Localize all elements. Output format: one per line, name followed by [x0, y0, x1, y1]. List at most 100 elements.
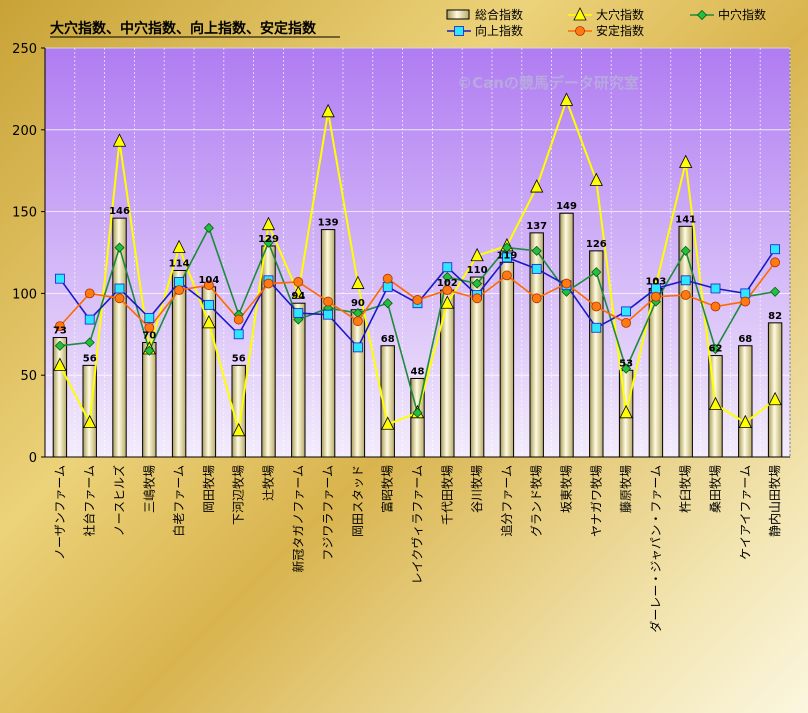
- bar-data-label: 70: [142, 330, 156, 341]
- y-tick-label: 50: [20, 369, 37, 384]
- series-3-point: [531, 263, 542, 274]
- bar-data-label: 56: [232, 353, 246, 364]
- series-4-point: [293, 277, 304, 287]
- bar-15: [469, 276, 485, 458]
- series-2-point: [442, 271, 453, 283]
- series-3-point: [203, 299, 214, 310]
- series-4-point: [233, 314, 244, 325]
- bar-data-label: 119: [496, 250, 517, 261]
- x-tick-label: 社台ファーム: [82, 465, 97, 537]
- series-2-point: [531, 245, 542, 256]
- bar-data-label: 149: [556, 201, 577, 212]
- bar-data-label: 62: [709, 344, 723, 355]
- bar-data-label: 137: [526, 221, 547, 232]
- series-4-point: [352, 316, 363, 327]
- x-tick-label: 谷川牧場: [470, 465, 484, 513]
- series-1-point: [738, 414, 752, 429]
- series-3-point: [770, 244, 780, 255]
- series-1-point: [261, 216, 276, 231]
- bar-data-label: 94: [291, 291, 305, 302]
- bar-10: [320, 229, 336, 458]
- series-3-point: [501, 252, 512, 263]
- series-3-point: [382, 281, 393, 292]
- x-tick-label: 辻牧場: [262, 465, 276, 501]
- bar-data-label: 126: [586, 239, 607, 250]
- legend-marker: [696, 9, 708, 21]
- series-3-point: [740, 288, 751, 299]
- series-3-point: [144, 313, 155, 323]
- bar-data-label: 56: [83, 353, 97, 364]
- series-2-point: [114, 242, 125, 253]
- legend-label: 大穴指数: [596, 7, 644, 22]
- x-tick-label: 坂東牧場: [560, 465, 574, 513]
- x-tick-label: レイクヴィラファーム: [410, 465, 425, 584]
- bar-16: [499, 261, 515, 458]
- legend-label: 向上指数: [475, 23, 523, 38]
- bar-data-label: 114: [169, 258, 190, 269]
- bar-data-label: 139: [318, 218, 339, 229]
- x-tick-label: ヤナガワ牧場: [589, 465, 603, 537]
- x-tick-label: ダーレー・ジャパン・ファーム: [648, 465, 663, 633]
- series-2-point: [770, 286, 781, 297]
- x-tick-label: フジワラファーム: [321, 465, 335, 561]
- series-1-point: [291, 285, 305, 299]
- series-3-point: [591, 322, 602, 333]
- x-tick-label: 三嶋牧場: [142, 465, 156, 513]
- series-4-point: [621, 317, 631, 328]
- bar-14: [440, 289, 455, 458]
- series-1-point: [708, 396, 723, 411]
- series-1-point: [202, 314, 216, 329]
- series-1-point: [589, 172, 603, 186]
- series-4-point: [770, 257, 780, 268]
- series-2-point: [621, 363, 632, 374]
- bar-3: [112, 217, 127, 458]
- series-2-point: [412, 407, 423, 418]
- x-tick-label: 静内山田牧場: [768, 465, 782, 537]
- series-4-point: [144, 322, 155, 333]
- bar-data-label: 146: [109, 206, 130, 217]
- y-tick-label: 100: [12, 287, 37, 302]
- series-3-point: [442, 262, 453, 273]
- bar-data-label: 103: [645, 276, 666, 287]
- series-4-point: [651, 291, 661, 302]
- bar-data-label: 129: [258, 234, 279, 245]
- series-1-point: [232, 422, 246, 437]
- x-tick-label: ケイアイファーム: [738, 465, 752, 560]
- series-4-point: [55, 321, 65, 332]
- series-1-point: [83, 414, 97, 429]
- series-4-point: [412, 295, 423, 305]
- series-3-point: [55, 273, 65, 284]
- legend-swatch: [446, 9, 470, 20]
- series-2-point: [144, 345, 155, 356]
- x-tick-label: ノースヒルズ: [112, 465, 127, 536]
- series-2-point: [472, 278, 483, 289]
- series-4-point: [561, 278, 572, 289]
- series-1-point: [679, 154, 693, 168]
- series-1-point: [112, 133, 127, 147]
- y-tick-label: 250: [12, 42, 37, 57]
- x-tick-label: 追分ファーム: [499, 465, 514, 537]
- legend-label: 総合指数: [475, 7, 523, 22]
- bar-data-label: 68: [381, 334, 395, 345]
- bar-data-label: 48: [411, 366, 425, 377]
- series-1-point: [351, 275, 365, 289]
- bar-data-label: 53: [619, 358, 633, 369]
- bar-11: [350, 309, 366, 458]
- x-tick-label: 藤原牧場: [619, 465, 633, 513]
- series-3-point: [680, 275, 691, 286]
- series-2-point: [680, 245, 691, 256]
- bar-data-label: 141: [675, 214, 696, 225]
- y-tick-label: 200: [12, 124, 37, 139]
- x-tick-label: 富昭牧場: [380, 465, 395, 513]
- x-tick-label: 桑田牧場: [709, 465, 723, 513]
- x-tick-label: 新冠タガノファーム: [290, 465, 305, 573]
- bar-9: [291, 302, 306, 458]
- bar-5: [171, 269, 187, 458]
- bar-data-label: 68: [738, 334, 752, 345]
- series-2-point: [501, 242, 512, 253]
- bar-data-label: 110: [467, 265, 488, 276]
- series-3-point: [621, 306, 631, 317]
- bar-18: [559, 212, 574, 458]
- x-tick-label: 千代田牧場: [440, 465, 454, 525]
- x-tick-label: 白老ファーム: [171, 465, 186, 537]
